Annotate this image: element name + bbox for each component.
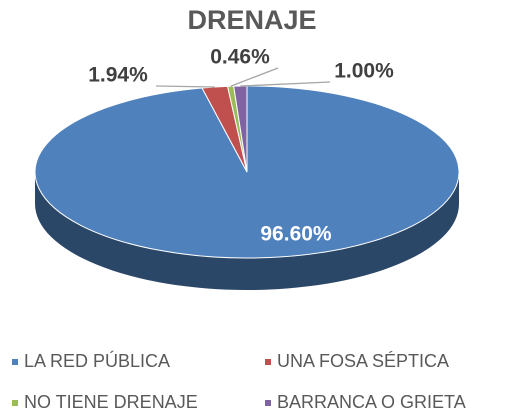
chart-title: DRENAJE — [187, 5, 316, 35]
legend-marker — [265, 400, 271, 406]
legend-label: BARRANCA O GRIETA — [277, 392, 466, 412]
leader-line — [240, 81, 331, 87]
data-label: 0.46% — [210, 46, 270, 69]
leader-line — [155, 85, 215, 88]
legend-label: NO TIENE DRENAJE — [24, 392, 198, 412]
data-label: 1.00% — [334, 60, 394, 83]
data-label: 96.60% — [260, 223, 332, 246]
leader-line — [230, 67, 279, 87]
legend-marker — [265, 359, 271, 365]
legend-label: LA RED PÚBLICA — [24, 350, 170, 371]
legend-label: UNA FOSA SÉPTICA — [277, 351, 449, 371]
data-label: 1.94% — [88, 64, 148, 87]
pie-slice-side — [35, 172, 459, 290]
legend-marker — [12, 400, 18, 406]
legend-marker — [12, 359, 18, 365]
